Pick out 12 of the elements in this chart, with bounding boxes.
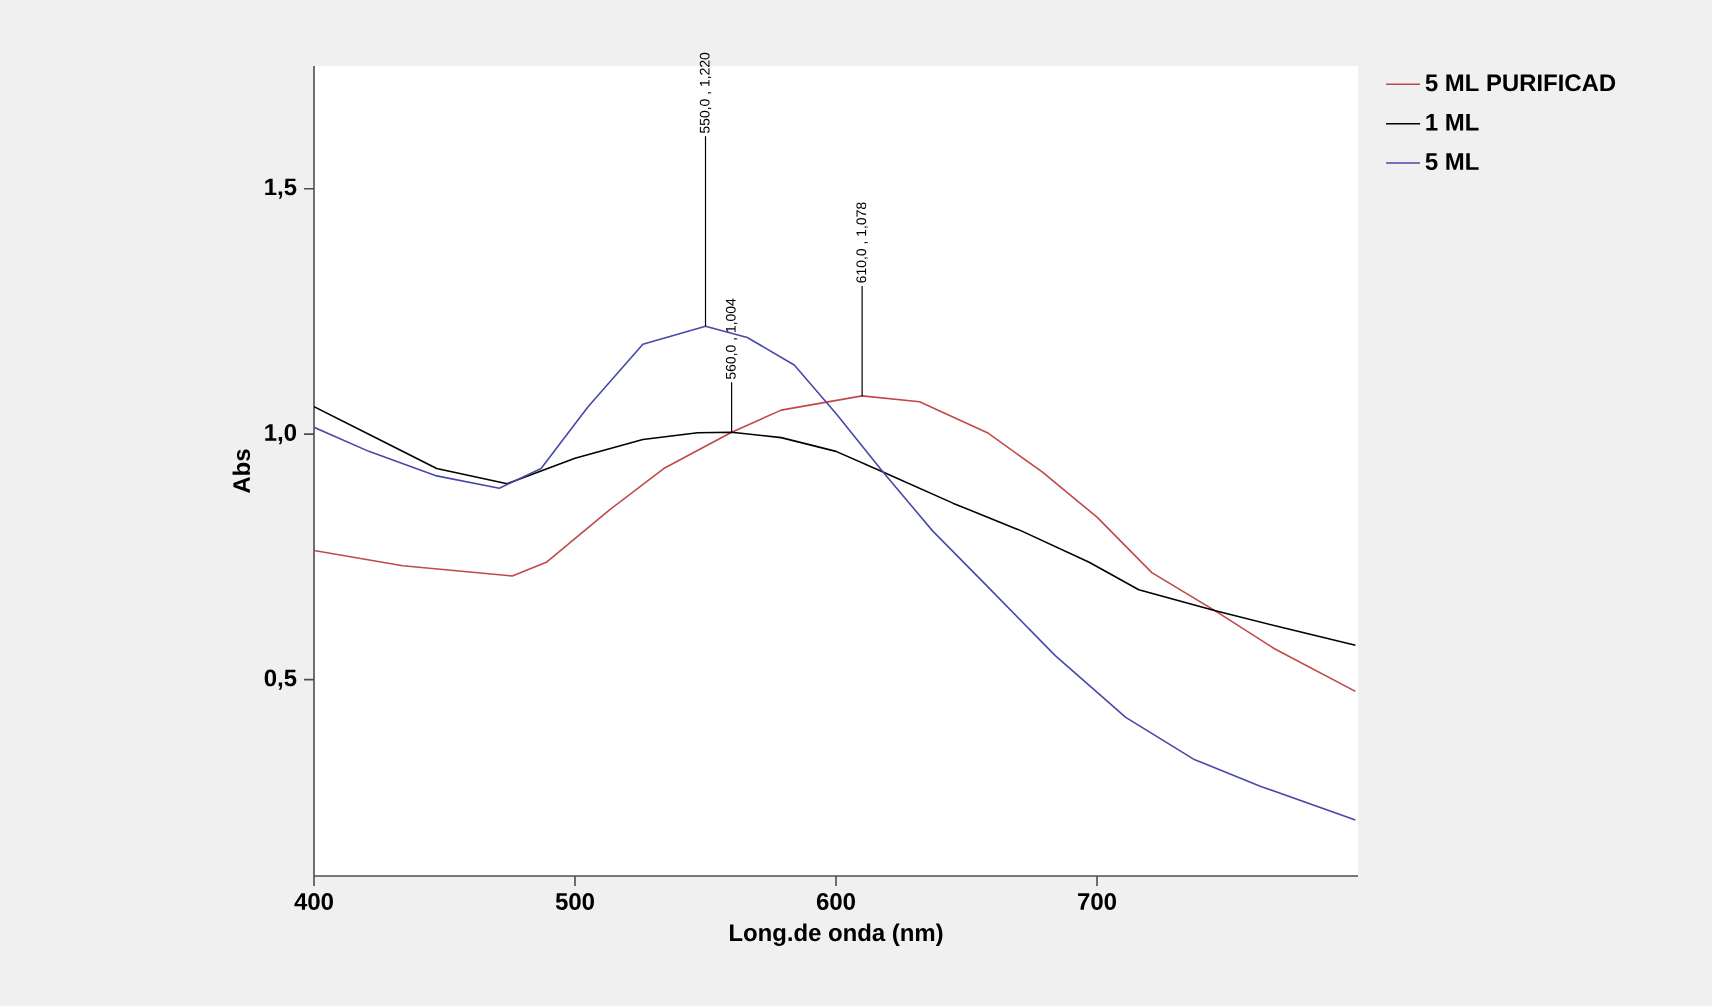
y-tick-label: 0,5	[264, 669, 297, 690]
legend-label: 5 ML PURIFICAD	[1425, 74, 1616, 92]
x-tick-label: 400	[294, 893, 333, 910]
y-tick-label: 1,5	[265, 178, 297, 199]
x-tick-label: 500	[555, 893, 594, 910]
x-tick-label: 700	[1078, 893, 1116, 910]
x-tick-label: 600	[816, 893, 855, 910]
legend-label: 5 ML	[1425, 153, 1479, 170]
legend-label: 1 ML	[1426, 113, 1479, 131]
y-tick-label: 1,0	[265, 423, 297, 445]
x-axis-title: Long.de onda (nm)	[730, 923, 943, 946]
y-axis-title: Abs	[232, 449, 251, 493]
